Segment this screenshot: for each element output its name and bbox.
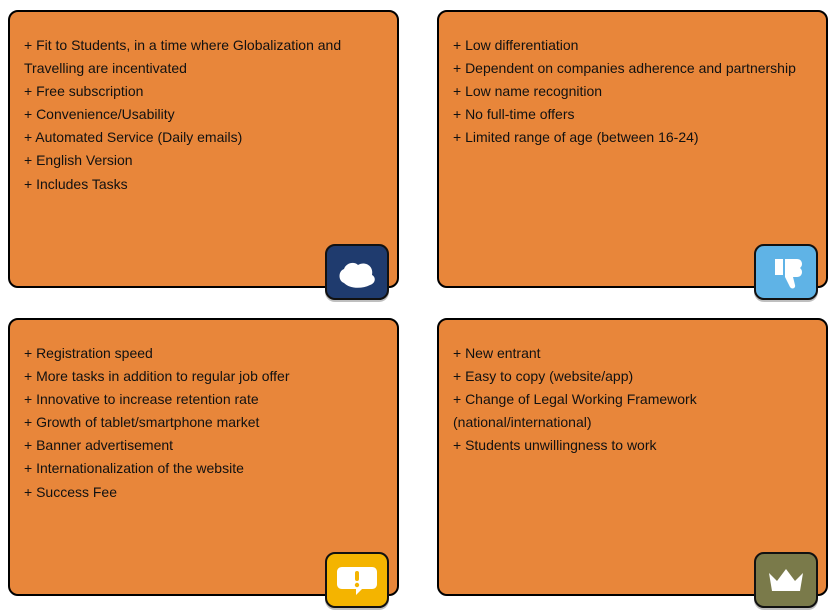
list-item: + New entrant [453, 342, 812, 365]
list-item: + More tasks in addition to regular job … [24, 365, 383, 388]
list-item: + Internationalization of the website [24, 457, 383, 480]
list-item: + Convenience/Usability [24, 103, 383, 126]
list-item: + Free subscription [24, 80, 383, 103]
flexed-arm-icon [325, 244, 389, 300]
card-threats: + New entrant + Easy to copy (website/ap… [437, 318, 828, 596]
list-item: + Success Fee [24, 481, 383, 504]
card-strengths: + Fit to Students, in a time where Globa… [8, 10, 399, 288]
list-item: + Growth of tablet/smartphone market [24, 411, 383, 434]
list-item: + Change of Legal Working Framework (nat… [453, 388, 812, 434]
card-opportunities: + Registration speed + More tasks in add… [8, 318, 399, 596]
list-item: + Banner advertisement [24, 434, 383, 457]
list-item: + Low differentiation [453, 34, 812, 57]
list-item: + Dependent on companies adherence and p… [453, 57, 812, 80]
list-item: + Low name recognition [453, 80, 812, 103]
exclamation-icon [325, 552, 389, 608]
list-item: + Registration speed [24, 342, 383, 365]
list-item: + Fit to Students, in a time where Globa… [24, 34, 383, 80]
card-weaknesses: + Low differentiation + Dependent on com… [437, 10, 828, 288]
list-item: + English Version [24, 149, 383, 172]
list-item: + Limited range of age (between 16-24) [453, 126, 812, 149]
thumbs-down-icon [754, 244, 818, 300]
list-item: + No full-time offers [453, 103, 812, 126]
crown-icon [754, 552, 818, 608]
list-item: + Automated Service (Daily emails) [24, 126, 383, 149]
list-item: + Students unwillingness to work [453, 434, 812, 457]
list-item: + Innovative to increase retention rate [24, 388, 383, 411]
swot-grid: + Fit to Students, in a time where Globa… [0, 0, 840, 610]
list-item: + Includes Tasks [24, 173, 383, 196]
list-item: + Easy to copy (website/app) [453, 365, 812, 388]
